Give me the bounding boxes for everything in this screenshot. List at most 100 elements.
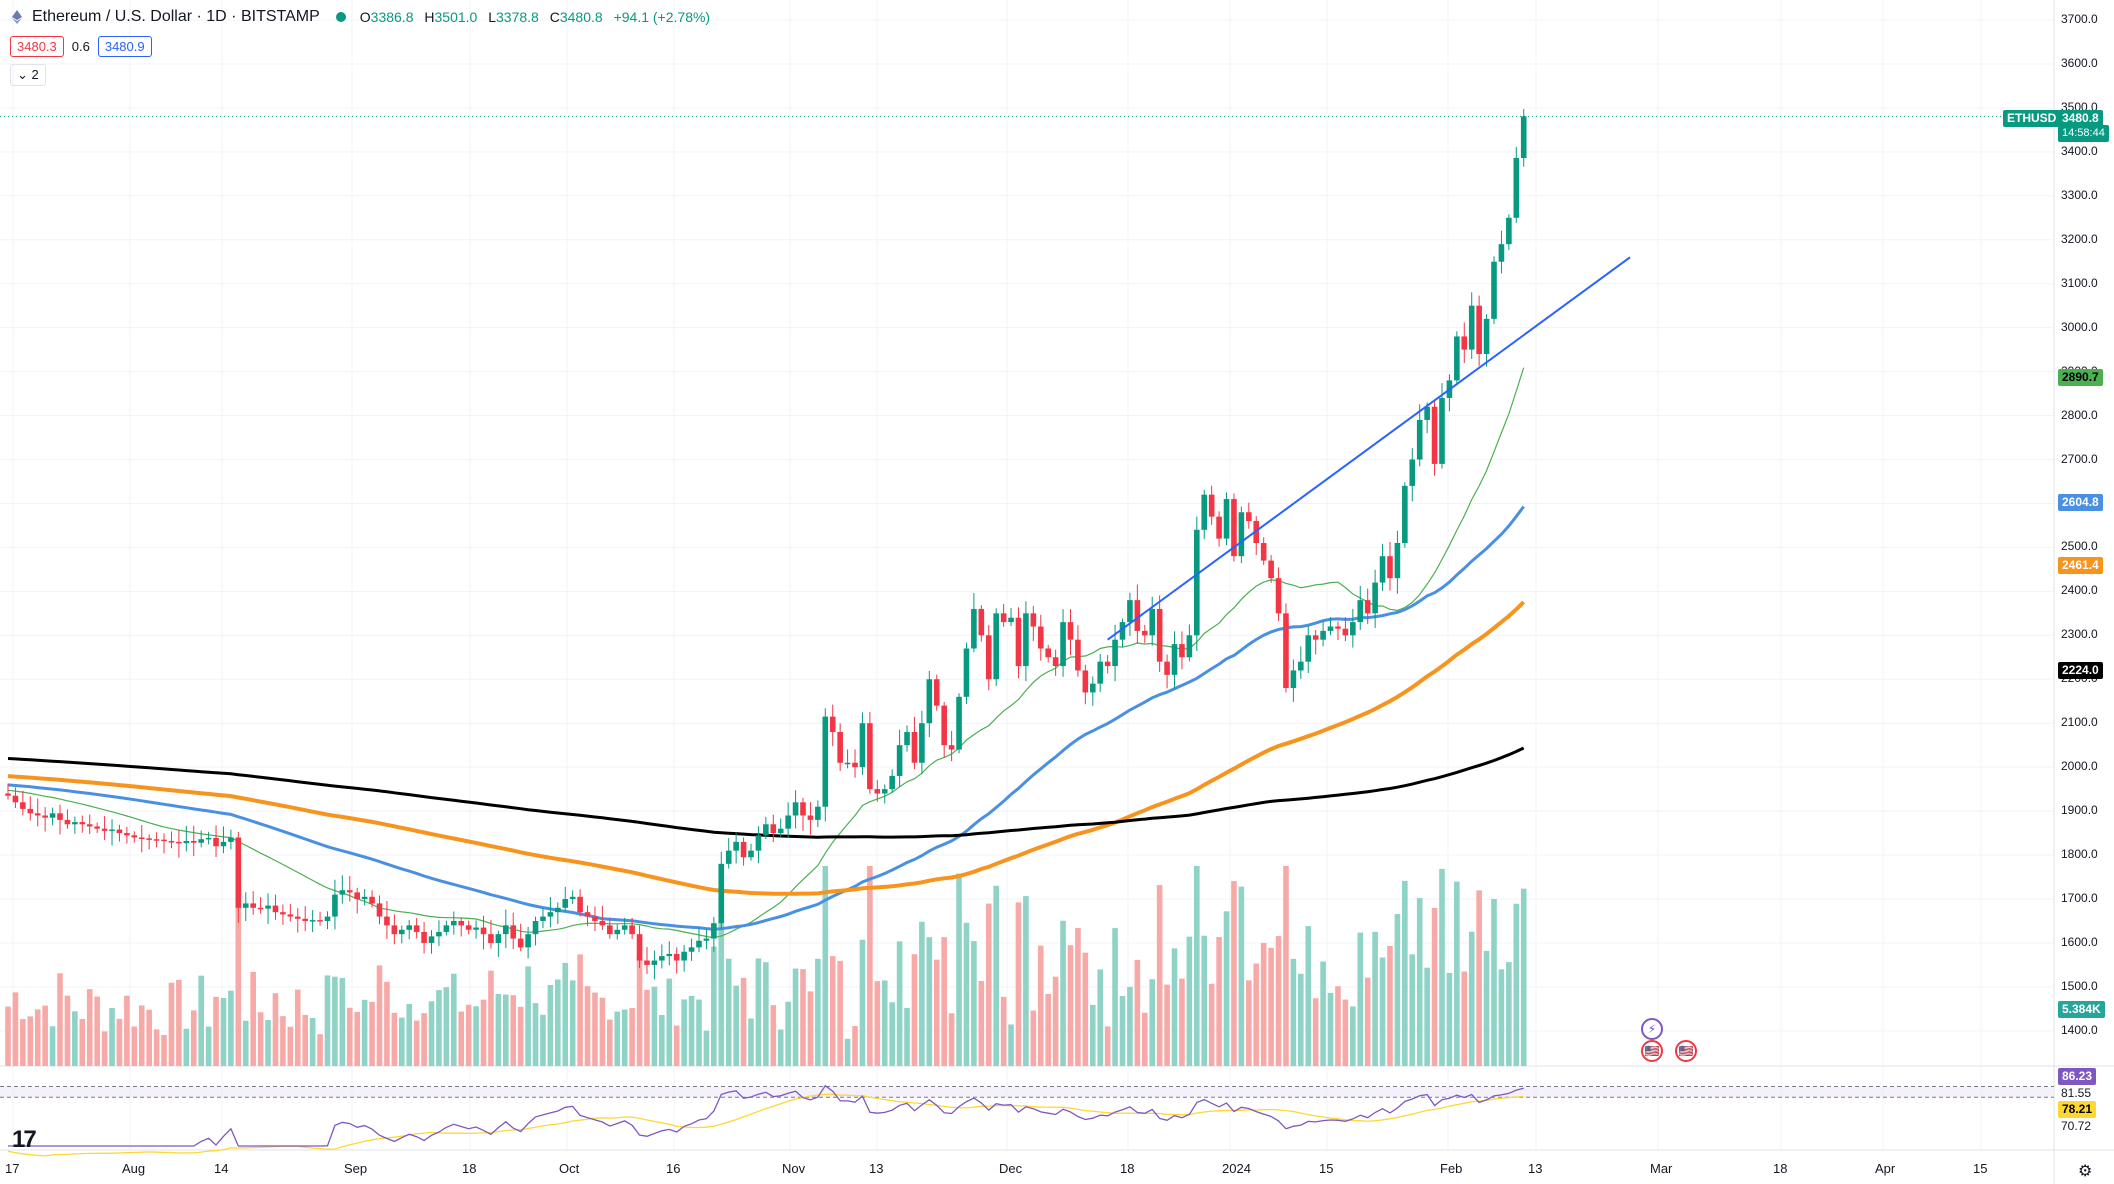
volume-bar bbox=[963, 922, 970, 1066]
volume-bar bbox=[1409, 954, 1416, 1066]
gear-icon[interactable]: ⚙ bbox=[2078, 1163, 2093, 1180]
volume-bar bbox=[718, 878, 725, 1066]
volume-bar bbox=[384, 981, 390, 1066]
indicators-toggle[interactable]: ⌄ 2 bbox=[10, 64, 46, 86]
tradingview-logo[interactable]: 17 bbox=[12, 1126, 37, 1153]
volume-bar bbox=[1253, 963, 1260, 1066]
lightning-icon[interactable]: ⚡ bbox=[1641, 1018, 1663, 1040]
candle-body bbox=[161, 839, 167, 842]
candle-body bbox=[1141, 630, 1148, 636]
candle-body bbox=[1290, 670, 1297, 689]
us-flag-icon[interactable]: 🇺🇸 bbox=[1675, 1040, 1697, 1062]
candle-body bbox=[131, 835, 138, 838]
candle-body bbox=[770, 824, 777, 834]
candle-body bbox=[369, 896, 375, 904]
countdown-tag: 14:58:44 bbox=[2058, 125, 2109, 142]
candle-body bbox=[673, 953, 680, 961]
candle-body bbox=[829, 716, 836, 732]
time-tick: 13 bbox=[1528, 1161, 1543, 1176]
volume-bar bbox=[5, 1006, 11, 1066]
candle-body bbox=[1305, 635, 1312, 662]
candle-body bbox=[837, 731, 843, 763]
volume-bar bbox=[711, 946, 717, 1066]
candle-body bbox=[1268, 560, 1274, 579]
us-flag-icon[interactable]: 🇺🇸 bbox=[1641, 1040, 1663, 1062]
volume-bar bbox=[896, 941, 903, 1066]
candle-body bbox=[948, 745, 955, 750]
candle-body bbox=[1223, 499, 1230, 539]
market-status-dot bbox=[335, 12, 346, 22]
rsi-lower-level: 70.72 bbox=[2061, 1119, 2092, 1133]
volume-bar bbox=[592, 992, 598, 1066]
buy-price-button[interactable]: 3480.9 bbox=[97, 36, 152, 57]
candle-body bbox=[72, 822, 78, 825]
volume-bar bbox=[176, 979, 182, 1066]
ohlc-open-key: O bbox=[359, 9, 371, 25]
volume-bar bbox=[971, 941, 977, 1066]
candle-body bbox=[124, 833, 130, 836]
volume-bar bbox=[1387, 945, 1393, 1066]
volume-bar bbox=[280, 1016, 286, 1066]
candle-body bbox=[733, 841, 739, 851]
volume-bar bbox=[956, 873, 962, 1066]
volume-bar bbox=[503, 994, 509, 1066]
volume-bar bbox=[829, 956, 836, 1066]
candle-body bbox=[1000, 613, 1007, 623]
candle-body bbox=[317, 920, 323, 922]
candle-body bbox=[777, 828, 784, 834]
volume-bar bbox=[755, 958, 762, 1066]
volume-bar bbox=[1283, 866, 1289, 1066]
candle-body bbox=[1075, 639, 1081, 671]
candle-body bbox=[926, 679, 933, 724]
volume-bar bbox=[1290, 958, 1297, 1066]
volume-bar bbox=[555, 979, 561, 1066]
volume-bar bbox=[1312, 998, 1319, 1066]
volume-bar bbox=[1342, 999, 1349, 1066]
candle-body bbox=[1246, 512, 1252, 522]
candle-body bbox=[1468, 305, 1475, 350]
volume-bar bbox=[190, 1010, 197, 1066]
volume-bar bbox=[1216, 937, 1222, 1066]
volume-bar bbox=[332, 976, 338, 1066]
time-tick: Nov bbox=[782, 1161, 806, 1176]
volume-bar bbox=[131, 1026, 138, 1066]
volume-bar bbox=[1171, 948, 1178, 1066]
candle-body bbox=[324, 916, 331, 921]
candle-body bbox=[985, 635, 992, 680]
volume-bar bbox=[20, 1019, 26, 1066]
volume-bar bbox=[1439, 868, 1445, 1066]
volume-bar bbox=[807, 991, 814, 1066]
candle-body bbox=[666, 953, 673, 957]
ohlc-open: 3386.8 bbox=[370, 9, 414, 25]
volume-bar bbox=[688, 995, 695, 1066]
volume-bar bbox=[1119, 996, 1126, 1066]
volume-bar bbox=[34, 1009, 41, 1066]
candle-body bbox=[569, 896, 576, 899]
candle-body bbox=[27, 808, 34, 814]
symbol-title[interactable]: Ethereum / U.S. Dollar · 1D · BITSTAMP bbox=[32, 8, 320, 25]
candle-body bbox=[198, 839, 204, 843]
volume-bar bbox=[421, 1013, 427, 1066]
volume-bar bbox=[881, 980, 888, 1066]
volume-bar bbox=[1461, 971, 1468, 1066]
price-tick: 3300.0 bbox=[2061, 187, 2098, 202]
candle-body bbox=[614, 929, 621, 935]
candle-body bbox=[562, 899, 569, 908]
candle-body bbox=[49, 813, 56, 818]
candle-body bbox=[1023, 613, 1029, 667]
sell-price-button[interactable]: 3480.3 bbox=[10, 36, 64, 57]
candle-body bbox=[443, 925, 450, 932]
time-tick: Apr bbox=[1875, 1161, 1896, 1176]
volume-bar bbox=[696, 999, 702, 1066]
candle-body bbox=[1208, 494, 1215, 517]
rsi-line bbox=[8, 1084, 1524, 1147]
candle-body bbox=[510, 925, 517, 939]
candle-body bbox=[480, 927, 487, 935]
volume-bar bbox=[213, 996, 219, 1066]
candle-body bbox=[146, 838, 152, 840]
time-tick: 15 bbox=[1319, 1161, 1334, 1176]
volume-bar bbox=[1231, 881, 1237, 1066]
volume-bar bbox=[1357, 932, 1364, 1066]
volume-bar bbox=[621, 1009, 628, 1066]
